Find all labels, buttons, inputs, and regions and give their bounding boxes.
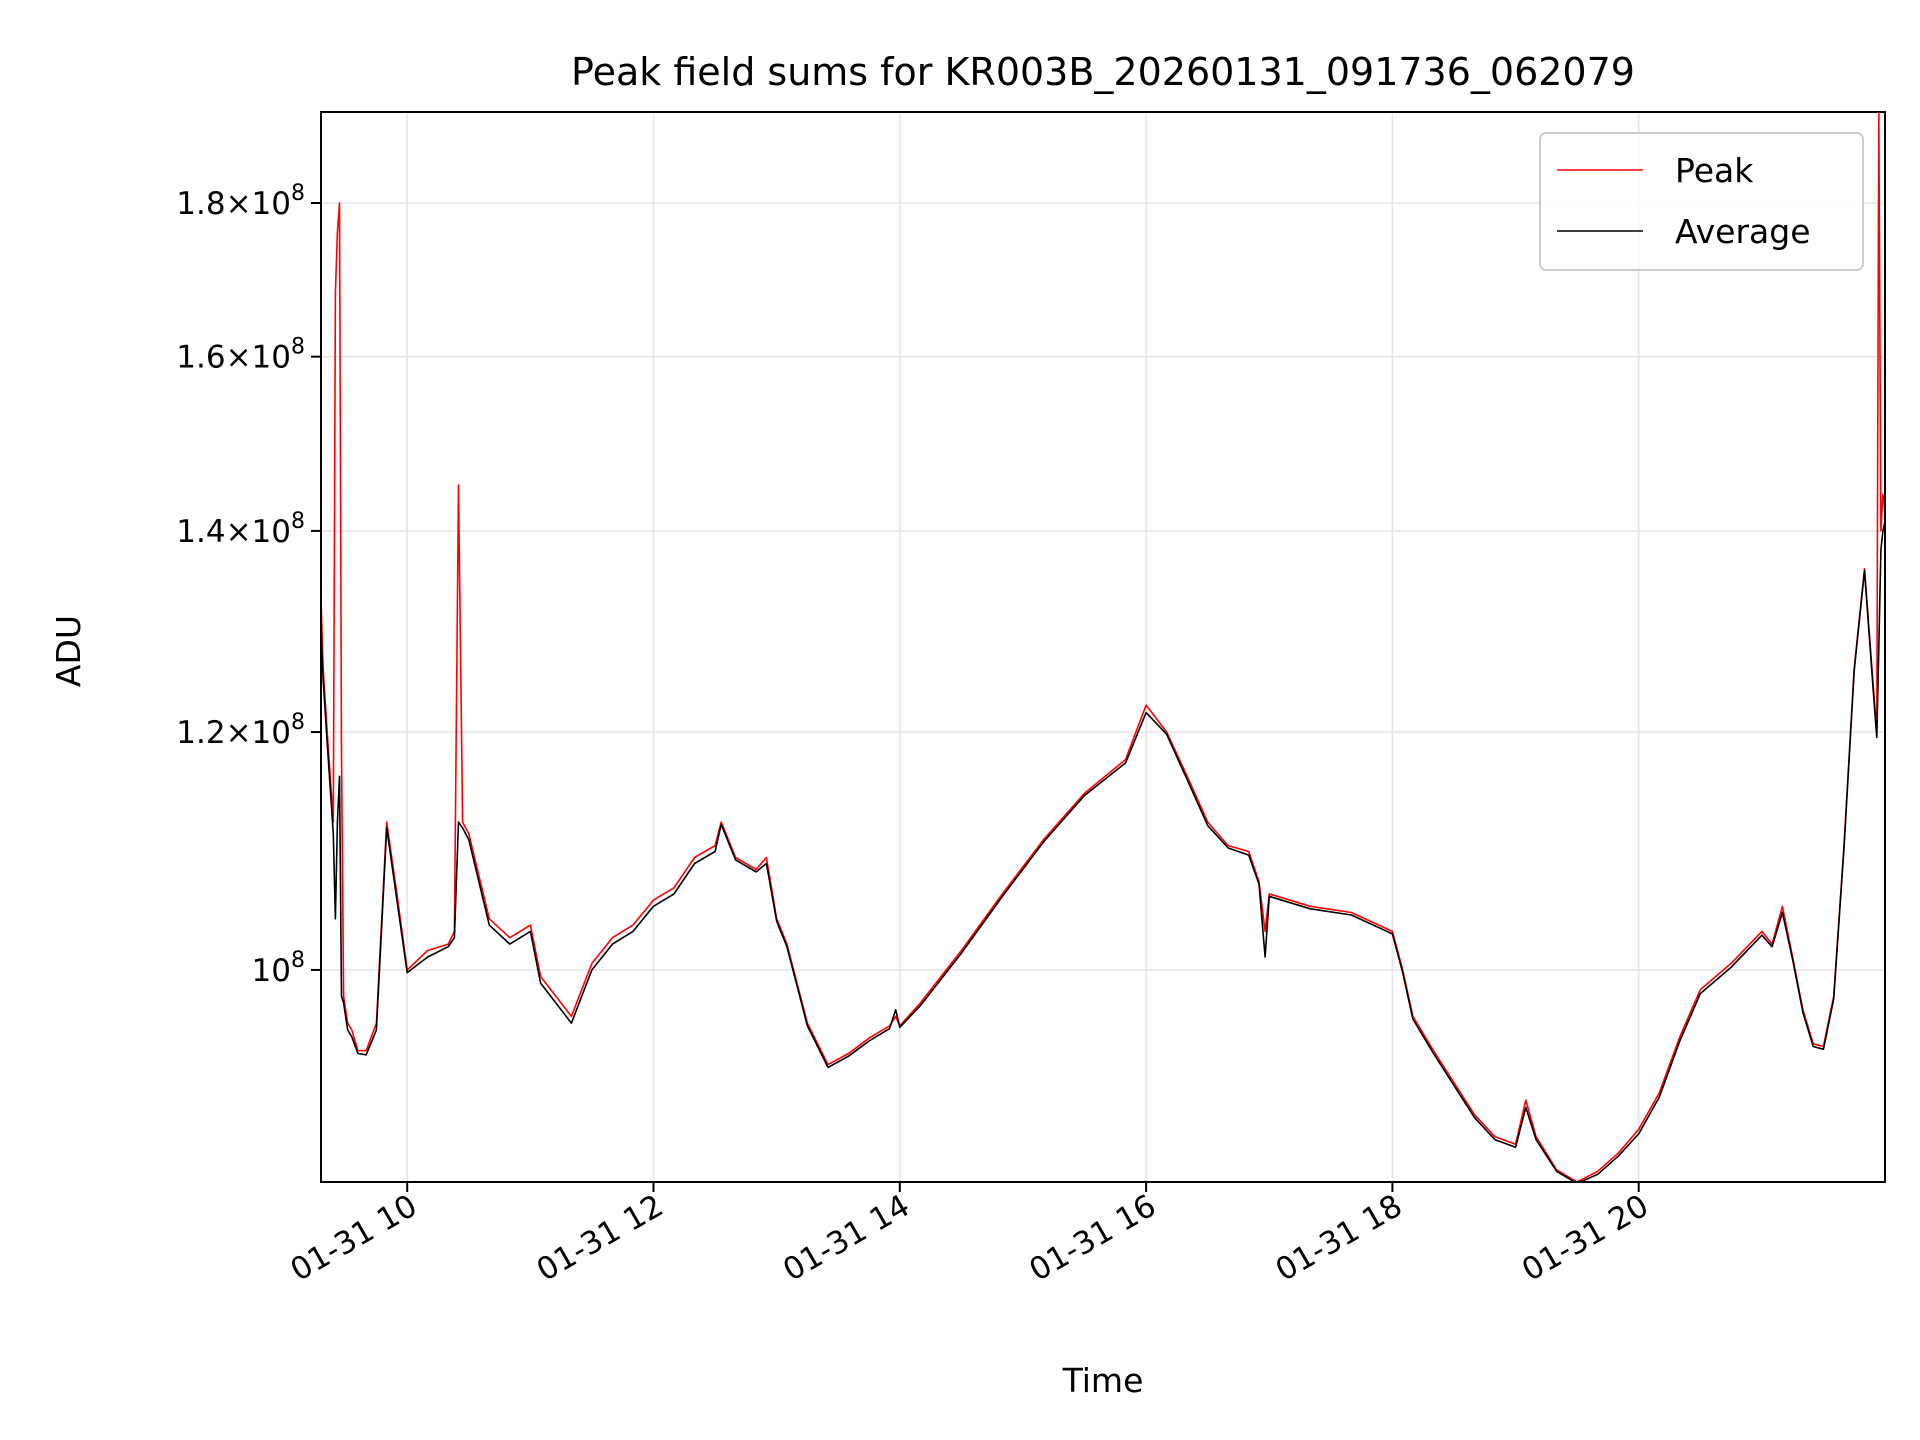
y-tick-times: × xyxy=(226,186,252,222)
y-tick-label: 1.2×108 xyxy=(176,710,305,751)
y-tick-times: × xyxy=(226,715,252,751)
legend-box xyxy=(1539,132,1864,271)
y-tick-label: 1.8×108 xyxy=(176,181,305,222)
y-tick-times: × xyxy=(226,340,252,376)
y-tick-label: 108 xyxy=(252,948,305,989)
chart-title: Peak field sums for KR003B_20260131_0917… xyxy=(571,50,1635,94)
y-tick-mantissa: 1.2 xyxy=(176,715,225,751)
legend: Peak Average xyxy=(1539,132,1864,271)
x-axis-label: Time xyxy=(1062,1361,1144,1400)
series-line-average xyxy=(321,521,1885,1182)
y-tick-exponent: 8 xyxy=(291,710,305,735)
legend-label-peak: Peak xyxy=(1675,151,1754,190)
y-tick-base: 10 xyxy=(252,340,291,376)
y-tick-exponent: 8 xyxy=(291,181,305,206)
axes-frame xyxy=(320,111,1886,1183)
y-tick-mantissa: 1.6 xyxy=(176,340,225,376)
y-tick-base: 10 xyxy=(252,953,291,989)
y-tick-label: 1.4×108 xyxy=(176,509,305,550)
y-tick-mantissa: 1.8 xyxy=(176,186,225,222)
y-tick-exponent: 8 xyxy=(291,335,305,360)
y-tick-times: × xyxy=(226,514,252,550)
y-tick-exponent: 8 xyxy=(291,948,305,973)
y-axis-label: ADU xyxy=(49,615,88,687)
series-group xyxy=(321,112,1885,1182)
y-tick-base: 10 xyxy=(252,186,291,222)
y-tick-base: 10 xyxy=(252,715,291,751)
y-tick-mantissa: 1.4 xyxy=(176,514,225,550)
y-tick-label: 1.6×108 xyxy=(176,335,305,376)
y-tick-exponent: 8 xyxy=(291,509,305,534)
y-tick-base: 10 xyxy=(252,514,291,550)
legend-label-average: Average xyxy=(1675,212,1811,251)
